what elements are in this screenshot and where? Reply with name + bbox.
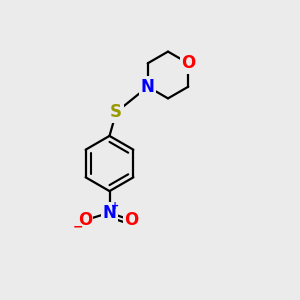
Text: +: + bbox=[111, 201, 120, 211]
Text: O: O bbox=[181, 54, 195, 72]
Text: −: − bbox=[73, 220, 83, 233]
Text: N: N bbox=[103, 204, 116, 222]
Text: O: O bbox=[78, 211, 92, 229]
Text: S: S bbox=[110, 103, 122, 121]
Text: N: N bbox=[141, 78, 155, 96]
Text: O: O bbox=[124, 211, 138, 229]
